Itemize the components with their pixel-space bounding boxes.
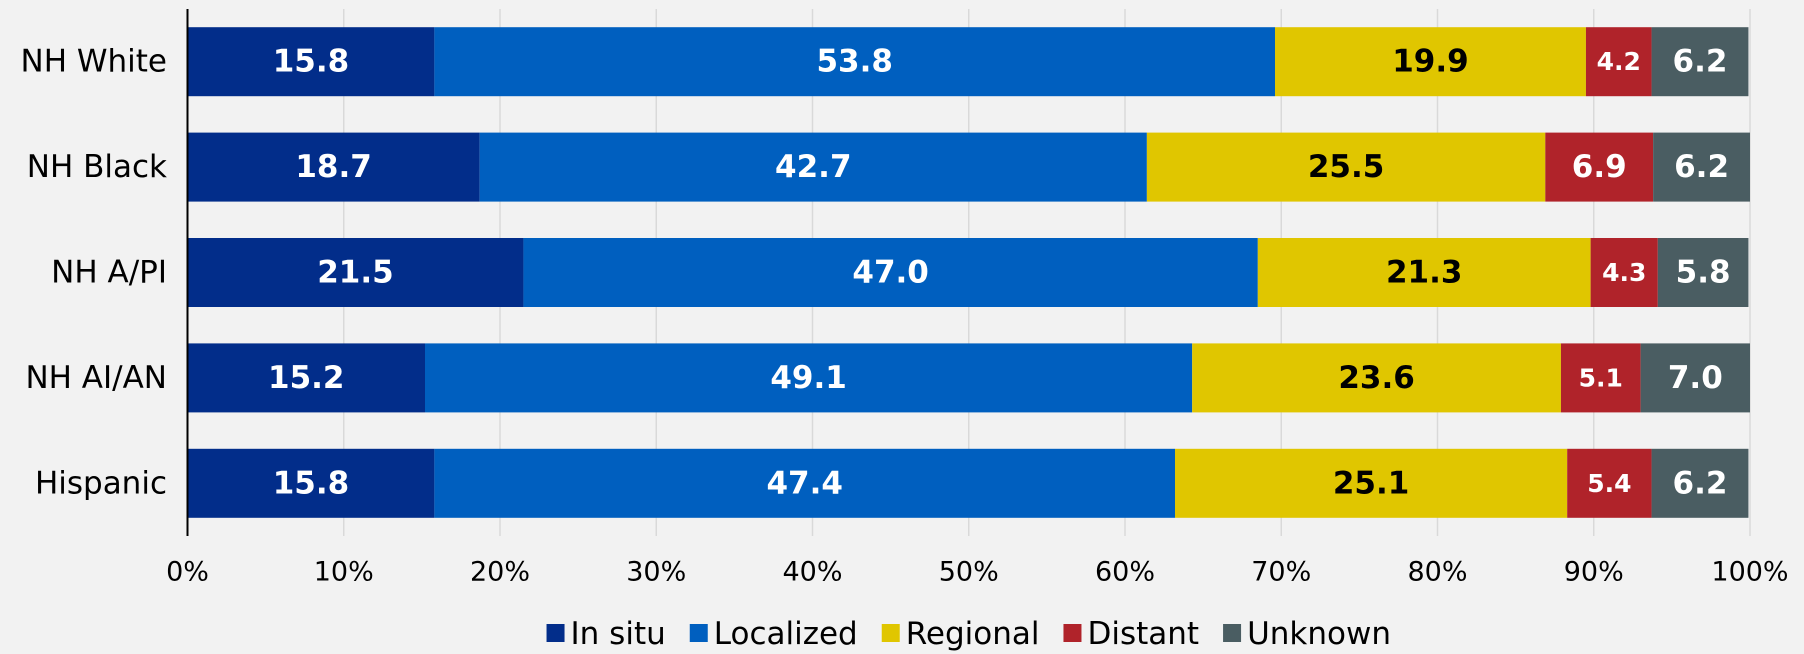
legend-swatch (1223, 624, 1242, 642)
data-label: 47.0 (852, 255, 929, 291)
bar-segment (187, 132, 480, 202)
legend-label: Regional (906, 616, 1040, 652)
data-label: 47.4 (766, 465, 843, 501)
x-tick-label: 60% (1095, 557, 1155, 588)
bar-segment (479, 132, 1147, 202)
category-label: Hispanic (35, 465, 167, 501)
legend-label: Unknown (1247, 616, 1391, 652)
category-label: NH A/PI (51, 255, 167, 291)
x-tick-label: 20% (470, 557, 530, 588)
legend-swatch (689, 624, 708, 642)
legend-swatch (546, 624, 565, 642)
bar-segment (1146, 132, 1546, 202)
bar-segment (523, 238, 1258, 307)
bar-segment (187, 448, 435, 518)
data-label: 6.2 (1673, 44, 1728, 80)
legend-swatch (881, 624, 900, 642)
data-label: 15.2 (268, 360, 345, 396)
bar-segment (187, 27, 435, 97)
x-tick-label: 80% (1407, 557, 1467, 588)
data-label: 42.7 (775, 149, 852, 185)
bar-segment (1175, 448, 1568, 518)
data-label: 53.8 (816, 44, 893, 80)
data-label: 4.2 (1597, 47, 1641, 76)
data-label: 5.1 (1579, 363, 1623, 392)
bar-segment (425, 343, 1193, 413)
x-tick-label: 10% (314, 557, 374, 588)
data-label: 19.9 (1392, 44, 1469, 80)
bar-segment (1275, 27, 1586, 97)
legend-label: Localized (714, 616, 858, 652)
x-tick-label: 40% (782, 557, 842, 588)
bar-segment (1192, 343, 1561, 413)
bar-segment (1651, 448, 1749, 518)
category-label: NH Black (27, 149, 167, 185)
x-tick-label: 70% (1251, 557, 1311, 588)
data-label: 7.0 (1668, 360, 1723, 396)
data-label: 25.5 (1308, 149, 1385, 185)
data-label: 49.1 (770, 360, 847, 396)
bar-segment (1657, 238, 1749, 307)
data-label: 23.6 (1338, 360, 1415, 396)
bar-segment (1653, 132, 1750, 202)
data-label: 5.4 (1587, 469, 1631, 498)
bar-segment (1560, 343, 1641, 413)
bar-segment (1545, 132, 1654, 202)
bar-segment (187, 343, 425, 413)
x-tick-label: 100% (1711, 557, 1788, 588)
data-label: 25.1 (1333, 465, 1410, 501)
bar-segment (187, 238, 524, 307)
bar-segment (434, 27, 1275, 97)
bar-segment (434, 448, 1175, 518)
data-label: 15.8 (273, 44, 350, 80)
data-label: 6.9 (1572, 149, 1627, 185)
x-tick-label: 50% (939, 557, 999, 588)
data-label: 4.3 (1602, 258, 1646, 287)
bar-segment (1567, 448, 1652, 518)
legend-swatch (1063, 624, 1082, 642)
legend-label: In situ (571, 616, 666, 652)
x-tick-label: 0% (166, 557, 209, 588)
data-label: 6.2 (1674, 149, 1729, 185)
bar-segment (1651, 27, 1749, 97)
data-label: 5.8 (1676, 255, 1731, 291)
bar-segment (1640, 343, 1750, 413)
category-label: NH White (21, 44, 168, 80)
x-tick-label: 30% (626, 557, 686, 588)
legend-label: Distant (1087, 616, 1199, 652)
data-label: 6.2 (1673, 465, 1728, 501)
bar-segment (1590, 238, 1658, 307)
bar-segment (1585, 27, 1652, 97)
bar-segment (1257, 238, 1591, 307)
data-label: 18.7 (295, 149, 372, 185)
data-label: 21.5 (317, 255, 394, 291)
category-label: NH AI/AN (25, 360, 167, 396)
data-label: 15.8 (273, 465, 350, 501)
data-label: 21.3 (1386, 255, 1463, 291)
x-tick-label: 90% (1564, 557, 1624, 588)
